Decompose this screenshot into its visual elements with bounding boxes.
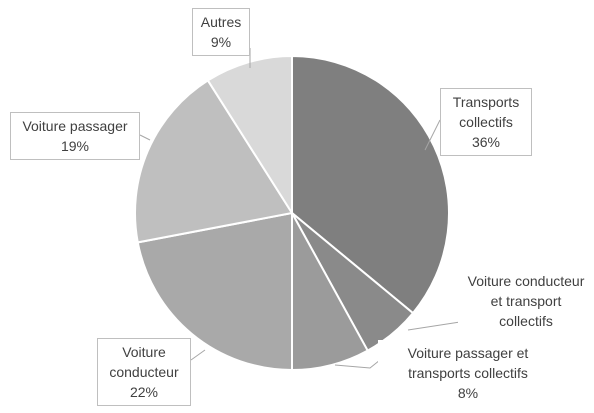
category-name: Transports collectifs bbox=[452, 94, 520, 130]
data-label: Voiture passager et transports collectif… bbox=[378, 340, 558, 406]
data-label: Autres 9% bbox=[192, 8, 250, 56]
pie-slice bbox=[136, 211, 293, 372]
category-name: Voiture conducteur bbox=[109, 344, 179, 380]
value-label: 36% bbox=[471, 134, 501, 150]
leader-line bbox=[334, 359, 381, 369]
data-label: Voiture passager 19% bbox=[10, 112, 140, 160]
data-label: Voiture conducteur et transport collecti… bbox=[458, 268, 594, 334]
category-name: Voiture conducteur et transport collecti… bbox=[467, 273, 585, 329]
leader-line bbox=[407, 321, 461, 331]
data-label: Transports collectifs 36% bbox=[440, 88, 532, 156]
pie-slice bbox=[134, 79, 294, 244]
value-label: 22% bbox=[129, 384, 159, 400]
leader-line bbox=[424, 119, 441, 151]
leader-line bbox=[139, 134, 151, 141]
pie-slice bbox=[291, 54, 450, 315]
data-label: Voiture conducteur 22% bbox=[97, 338, 191, 406]
leader-line bbox=[190, 349, 206, 361]
category-name: Voiture passager bbox=[22, 118, 128, 134]
category-name: Voiture passager et transports collectif… bbox=[407, 345, 529, 381]
value-label: 8% bbox=[457, 385, 479, 401]
category-name: Autres bbox=[200, 14, 242, 30]
value-label: 9% bbox=[210, 34, 232, 50]
pie-slice bbox=[206, 54, 293, 217]
value-label: 19% bbox=[60, 138, 90, 154]
